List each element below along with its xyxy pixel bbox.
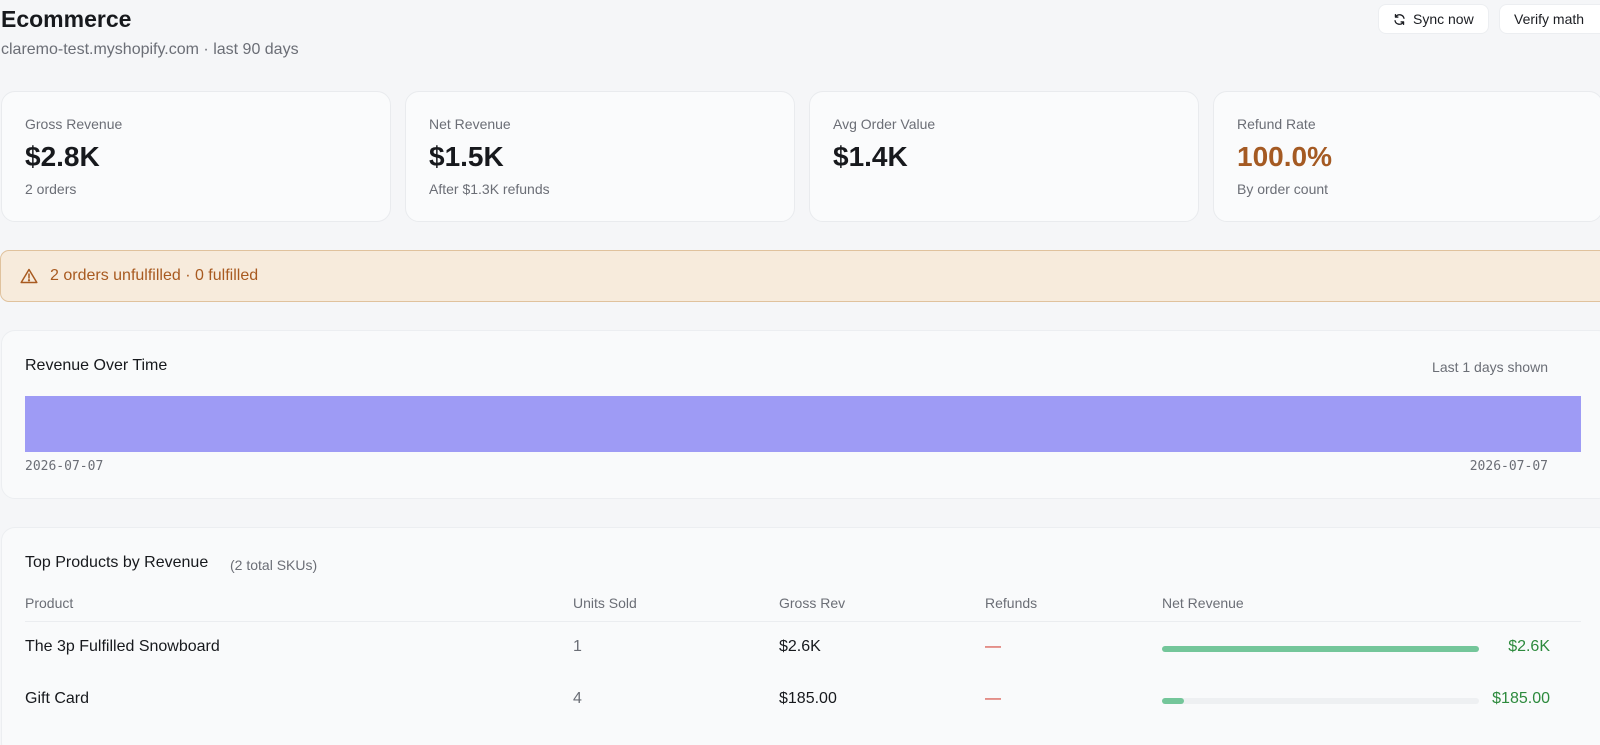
refunds: — [985, 638, 1001, 655]
column-header-product: Product [25, 595, 74, 611]
kpi-sub: By order count [1237, 181, 1329, 197]
days-shown-note: Last 1 days shown [1432, 359, 1548, 375]
page-subtitle: claremo-test.myshopify.com · last 90 day… [1, 41, 299, 58]
units-sold: 1 [573, 638, 582, 655]
table-row: The 3p Fulfilled Snowboard 1 $2.6K — $2.… [2, 628, 1600, 668]
kpi-sub: After $1.3K refunds [429, 181, 550, 197]
product-name: Gift Card [25, 690, 90, 707]
gross-revenue: $2.6K [779, 638, 821, 655]
kpi-value: $1.5K [429, 141, 504, 172]
sku-count: (2 total SKUs) [230, 557, 318, 573]
kpi-value: 100.0% [1237, 141, 1332, 172]
units-sold: 4 [573, 690, 582, 707]
fulfillment-alert: 2 orders unfulfilled · 0 fulfilled [0, 250, 1600, 302]
product-name: The 3p Fulfilled Snowboard [25, 638, 220, 655]
kpi-card-gross-revenue: Gross Revenue $2.8K 2 orders [1, 91, 391, 222]
net-revenue-bar-fill [1162, 698, 1185, 704]
column-header-refunds: Refunds [985, 595, 1038, 611]
kpi-card-refund-rate: Refund Rate 100.0% By order count [1213, 91, 1600, 222]
kpi-label: Gross Revenue [25, 116, 123, 132]
header-divider [25, 621, 1581, 622]
net-revenue-bar [1162, 698, 1479, 704]
table-row: Gift Card 4 $185.00 — $185.00 [2, 680, 1600, 720]
panel-title: Revenue Over Time [25, 357, 168, 374]
kpi-card-net-revenue: Net Revenue $1.5K After $1.3K refunds [405, 91, 795, 222]
column-header-units: Units Sold [573, 595, 637, 611]
sync-now-button[interactable]: Sync now [1378, 4, 1489, 34]
gross-revenue: $185.00 [779, 690, 837, 707]
x-axis-start-label: 2026-07-07 [25, 459, 104, 474]
page-title: Ecommerce [1, 6, 132, 32]
net-revenue: $185.00 [1492, 690, 1550, 707]
verify-math-label: Verify math [1514, 11, 1585, 27]
net-revenue: $2.6K [1508, 638, 1550, 655]
sync-now-label: Sync now [1413, 11, 1474, 27]
kpi-card-avg-order-value: Avg Order Value $1.4K [809, 91, 1199, 222]
verify-math-button[interactable]: Verify math [1499, 4, 1600, 34]
kpi-value: $2.8K [25, 141, 100, 172]
revenue-over-time-panel: Revenue Over Time Last 1 days shown 2026… [1, 330, 1600, 499]
kpi-value: $1.4K [833, 141, 908, 172]
column-header-net: Net Revenue [1162, 595, 1244, 611]
kpi-label: Net Revenue [429, 116, 511, 132]
revenue-area-series [25, 396, 1581, 452]
refresh-icon [1393, 13, 1406, 26]
top-products-panel: Top Products by Revenue (2 total SKUs) P… [1, 527, 1600, 745]
kpi-label: Refund Rate [1237, 116, 1316, 132]
net-revenue-bar [1162, 646, 1479, 652]
panel-title: Top Products by Revenue [25, 554, 209, 571]
kpi-label: Avg Order Value [833, 116, 936, 132]
alert-text: 2 orders unfulfilled · 0 fulfilled [50, 267, 259, 284]
refunds: — [985, 690, 1001, 707]
kpi-sub: 2 orders [25, 181, 77, 197]
column-header-gross: Gross Rev [779, 595, 846, 611]
warning-icon [20, 268, 38, 284]
x-axis-end-label: 2026-07-07 [1469, 459, 1548, 474]
revenue-chart [25, 396, 1581, 452]
net-revenue-bar-fill [1162, 646, 1479, 652]
